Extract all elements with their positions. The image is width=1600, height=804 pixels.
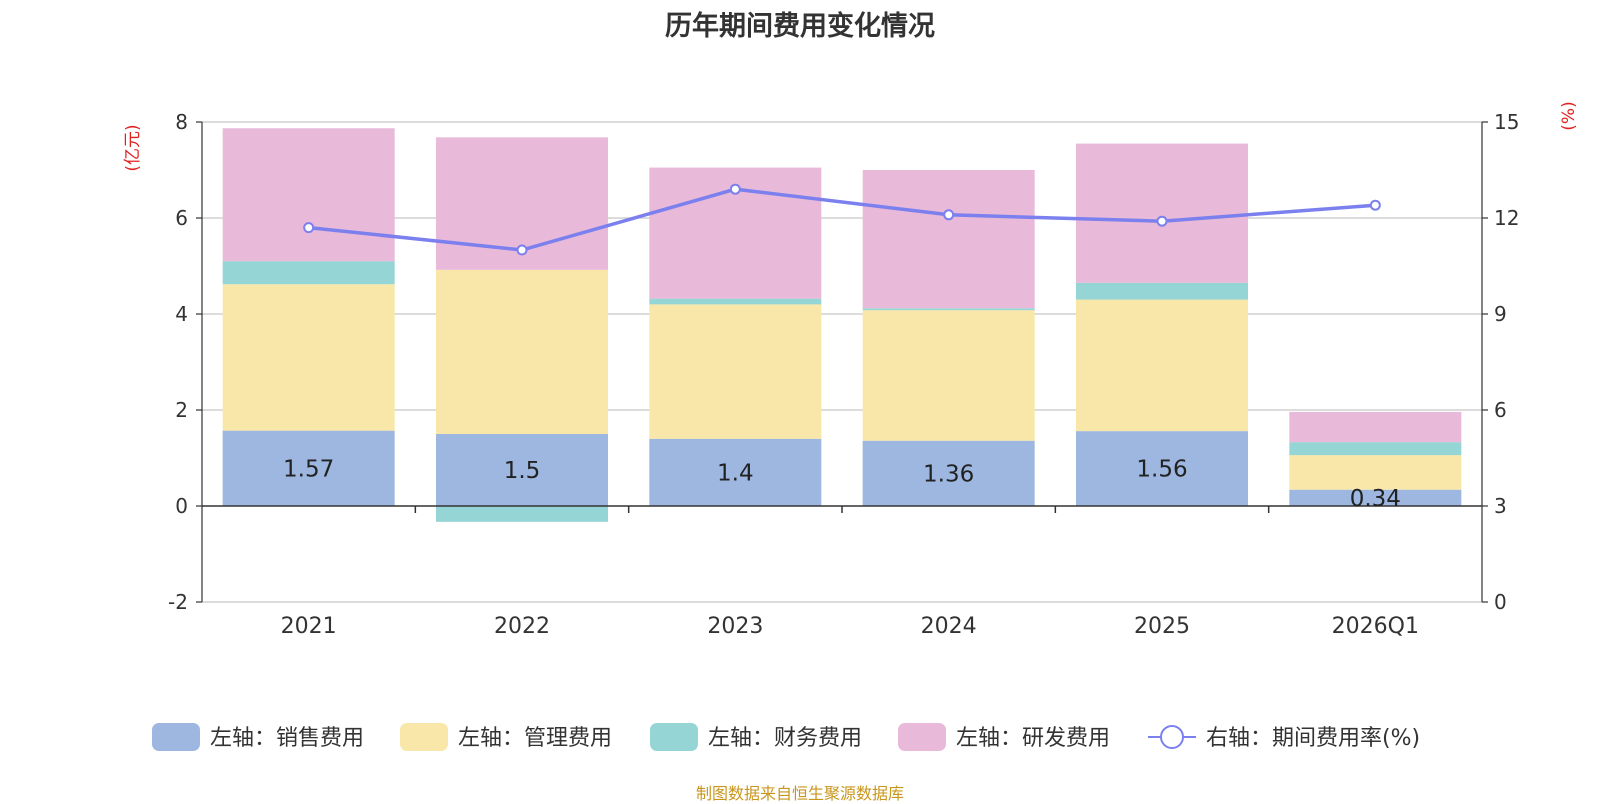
bar-segment <box>1076 282 1248 300</box>
left-axis-tick-label: 0 <box>175 494 188 518</box>
left-axis-tick-label: -2 <box>168 590 188 614</box>
left-axis-tick-label: 6 <box>175 206 188 230</box>
bar-segment <box>649 298 822 305</box>
rate-point <box>303 222 315 234</box>
right-axis-tick-label: 6 <box>1494 398 1507 422</box>
right-axis-tick-label: 9 <box>1494 302 1507 326</box>
bar-segment <box>222 128 395 262</box>
x-axis-tick-label: 2025 <box>1134 614 1190 639</box>
data-label: 0.34 <box>1350 486 1401 512</box>
right-axis-tick-label: 3 <box>1494 494 1507 518</box>
chart-title: 历年期间费用变化情况 <box>665 11 935 42</box>
bar-segment <box>1076 143 1248 283</box>
legend-swatch <box>152 723 200 751</box>
left-axis-tick-label: 8 <box>175 110 188 134</box>
bar-segment <box>222 284 395 431</box>
source-note: 制图数据来自恒生聚源数据库 <box>695 784 904 803</box>
data-label: 1.36 <box>923 461 974 487</box>
bar-segment <box>222 261 395 285</box>
bar-segment <box>1289 411 1462 443</box>
legend-label: 左轴：销售费用 <box>210 726 364 751</box>
rate-point <box>943 209 955 221</box>
bar-segment <box>649 438 822 506</box>
bar-segment <box>1289 455 1462 490</box>
rate-point <box>729 183 741 195</box>
right-axis-tick-label: 12 <box>1494 206 1519 230</box>
bar-segment <box>649 304 822 439</box>
legend-label: 右轴：期间费用率(%) <box>1206 726 1420 751</box>
legend-label: 左轴：管理费用 <box>458 726 612 751</box>
bar-segment <box>222 430 395 506</box>
x-axis-tick-label: 2022 <box>494 614 550 639</box>
data-label: 1.4 <box>717 460 754 486</box>
bar-segment <box>436 269 608 434</box>
bar-segment <box>862 170 1035 309</box>
legend-label: 左轴：研发费用 <box>956 726 1110 751</box>
bar-segment <box>862 310 1035 441</box>
data-label: 1.57 <box>283 456 334 482</box>
bar-segment <box>436 434 608 506</box>
x-axis-tick-label: 2024 <box>921 614 977 639</box>
bar-segment <box>1289 489 1462 506</box>
right-axis-unit: (%) <box>1559 101 1579 130</box>
legend-swatch <box>400 723 448 751</box>
x-axis-tick-label: 2021 <box>281 614 337 639</box>
x-axis-tick-label: 2026Q1 <box>1332 614 1419 639</box>
left-axis-tick-label: 2 <box>175 398 188 422</box>
right-axis-tick-label: 0 <box>1494 590 1507 614</box>
bar-segment <box>862 440 1035 506</box>
data-label: 1.5 <box>504 458 541 484</box>
rate-line <box>308 187 1376 252</box>
bar-segment <box>1076 431 1248 506</box>
data-label: 1.56 <box>1136 457 1187 483</box>
left-axis-unit: (亿元) <box>123 124 143 171</box>
legend-swatch <box>650 723 698 751</box>
legend-swatch <box>1160 725 1184 749</box>
legend-swatch <box>898 723 946 751</box>
rate-point <box>516 244 528 256</box>
bar-segment <box>862 308 1035 311</box>
right-axis-tick-label: 15 <box>1494 110 1519 134</box>
left-axis-tick-label: 4 <box>175 302 188 326</box>
rate-point <box>1156 215 1168 227</box>
bar-segment <box>1289 442 1462 456</box>
bar-segment <box>436 506 608 522</box>
bar-segment <box>1076 299 1248 432</box>
legend-label: 左轴：财务费用 <box>708 726 862 751</box>
x-axis-tick-label: 2023 <box>707 614 763 639</box>
rate-point <box>1369 199 1381 211</box>
